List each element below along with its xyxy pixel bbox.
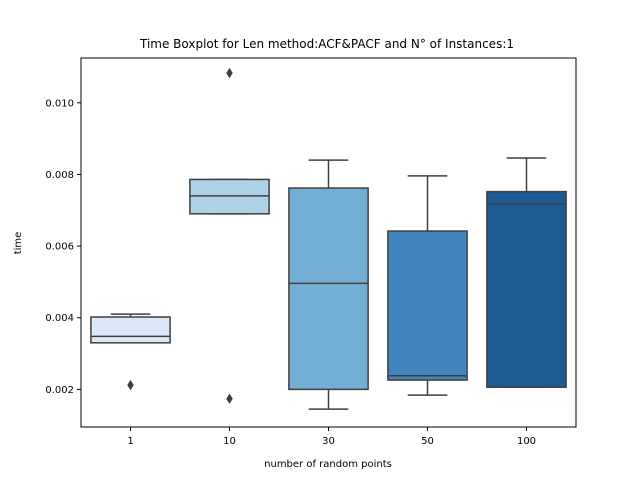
outlier-point: [127, 379, 134, 391]
y-tick-label: 0.006: [45, 242, 74, 253]
axes: 0.002 0.004 0.006 0.008 0.010 1 10 30 50 100: [45, 57, 577, 447]
x-tick-label: 30: [322, 436, 335, 447]
x-tick-label: 1: [127, 436, 133, 447]
y-tick-label: 0.010: [45, 98, 74, 109]
box-50: [387, 230, 468, 381]
outlier-point: [226, 67, 233, 79]
x-axis-label: number of random points: [264, 459, 392, 470]
x-tick-label: 10: [223, 436, 236, 447]
outlier-point: [226, 393, 233, 404]
y-tick-label: 0.004: [45, 313, 74, 324]
box-30: [288, 187, 369, 391]
y-axis-label: time: [13, 232, 24, 255]
x-tick-label: 100: [517, 436, 536, 447]
box-1: [90, 316, 171, 344]
x-tick-label: 50: [421, 436, 434, 447]
box-group-1: [90, 313, 171, 391]
box-group-50: [387, 175, 468, 396]
plot-area: [90, 67, 567, 410]
y-tick-label: 0.008: [45, 170, 74, 181]
chart-title: Time Boxplot for Len method:ACF&PACF and…: [139, 37, 514, 51]
box-group-100: [486, 157, 567, 388]
y-tick-label: 0.002: [45, 385, 74, 396]
box-100: [486, 190, 567, 388]
box-group-10: [189, 67, 270, 404]
box-group-30: [288, 159, 369, 410]
